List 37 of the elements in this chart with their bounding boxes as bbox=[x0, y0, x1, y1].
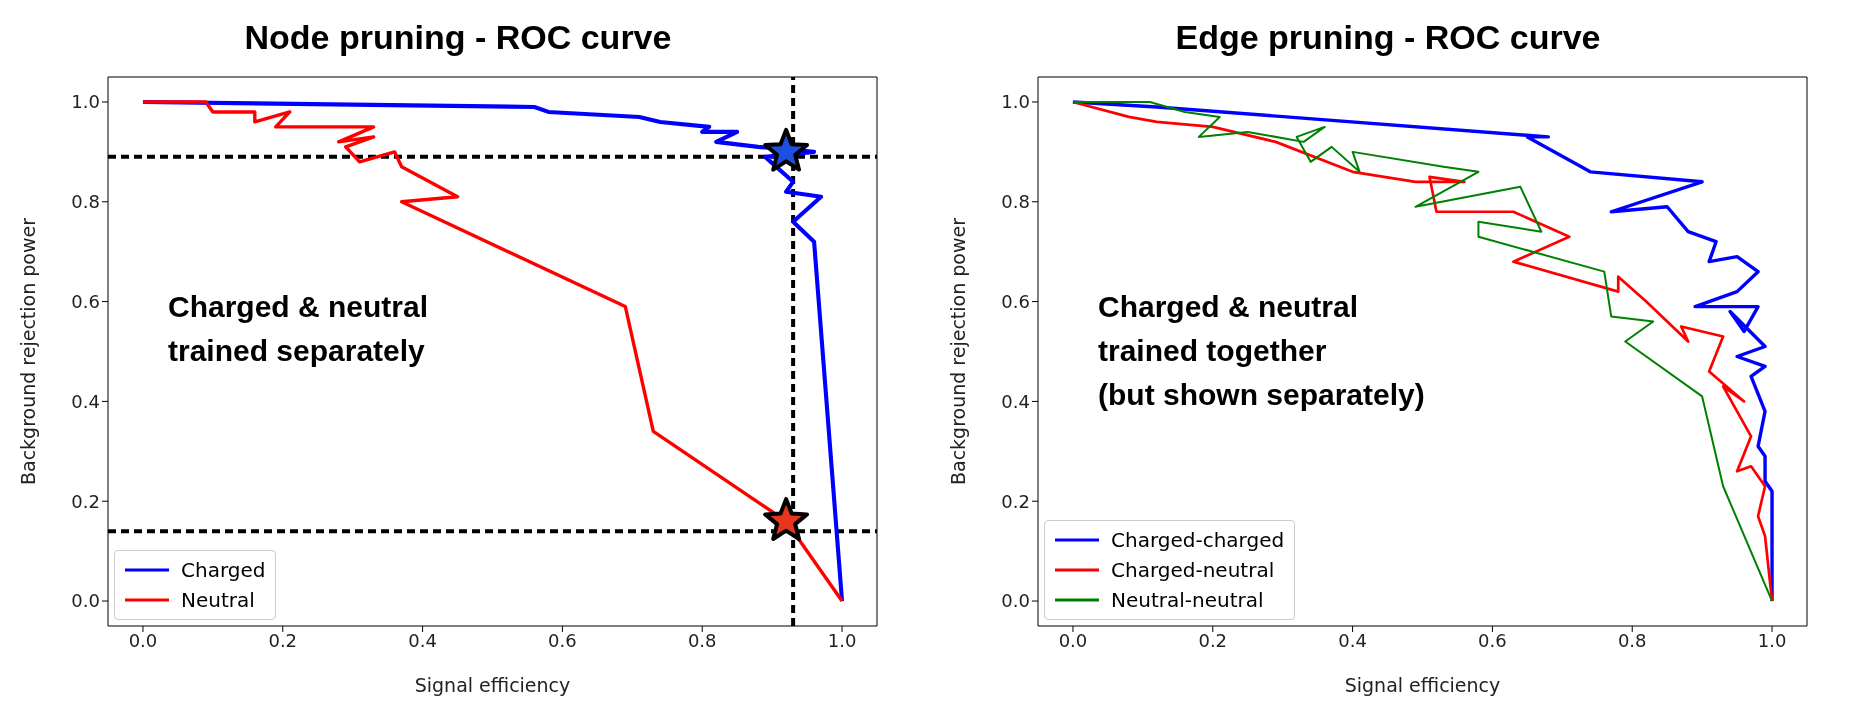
annotation: Charged & neutral trained together (but shown separately) bbox=[1098, 289, 1425, 413]
y-tick-label: 0.8 bbox=[1001, 191, 1030, 213]
x-tick-label: 0.0 bbox=[1058, 629, 1088, 651]
legend-label: Charged bbox=[181, 557, 266, 584]
y-axis-title: Background rejection power bbox=[946, 217, 969, 486]
chart-title: Node pruning - ROC curve bbox=[243, 17, 673, 58]
annotation: Charged & neutral trained separately bbox=[168, 289, 429, 369]
y-tick-label: 0.4 bbox=[71, 390, 100, 412]
y-tick-label: 0.0 bbox=[71, 590, 100, 612]
x-tick-label: 0.6 bbox=[548, 629, 577, 651]
x-tick-label: 0.6 bbox=[1478, 629, 1507, 651]
y-tick-label: 0.4 bbox=[1001, 390, 1030, 412]
x-tick-label: 0.2 bbox=[1198, 629, 1228, 651]
x-tick-label: 1.0 bbox=[827, 629, 857, 651]
chart-title: Edge pruning - ROC curve bbox=[1174, 17, 1602, 58]
x-tick-label: 0.8 bbox=[1617, 629, 1647, 651]
x-axis-title: Signal efficiency bbox=[414, 674, 571, 696]
y-tick-label: 0.8 bbox=[71, 191, 100, 213]
x-tick-label: 0.0 bbox=[128, 629, 158, 651]
legend-label: Neutral-neutral bbox=[1111, 587, 1264, 614]
x-tick-label: 1.0 bbox=[1757, 629, 1787, 651]
y-tick-label: 0.0 bbox=[1001, 590, 1030, 612]
x-tick-label: 0.4 bbox=[408, 629, 437, 651]
y-tick-label: 0.6 bbox=[71, 290, 100, 312]
x-tick-label: 0.8 bbox=[687, 629, 717, 651]
y-axis-title: Background rejection power bbox=[16, 217, 39, 486]
x-axis-title: Signal efficiency bbox=[1344, 674, 1501, 696]
y-tick-label: 1.0 bbox=[71, 91, 100, 113]
legend-label: Charged-charged bbox=[1111, 527, 1285, 554]
y-tick-label: 0.2 bbox=[1001, 490, 1030, 512]
x-tick-label: 0.4 bbox=[1338, 629, 1367, 651]
legend-label: Charged-neutral bbox=[1111, 557, 1275, 584]
y-tick-label: 1.0 bbox=[1001, 91, 1030, 113]
y-tick-label: 0.6 bbox=[1001, 290, 1030, 312]
y-tick-label: 0.2 bbox=[71, 490, 100, 512]
x-tick-label: 0.2 bbox=[268, 629, 298, 651]
legend-label: Neutral bbox=[181, 587, 255, 614]
